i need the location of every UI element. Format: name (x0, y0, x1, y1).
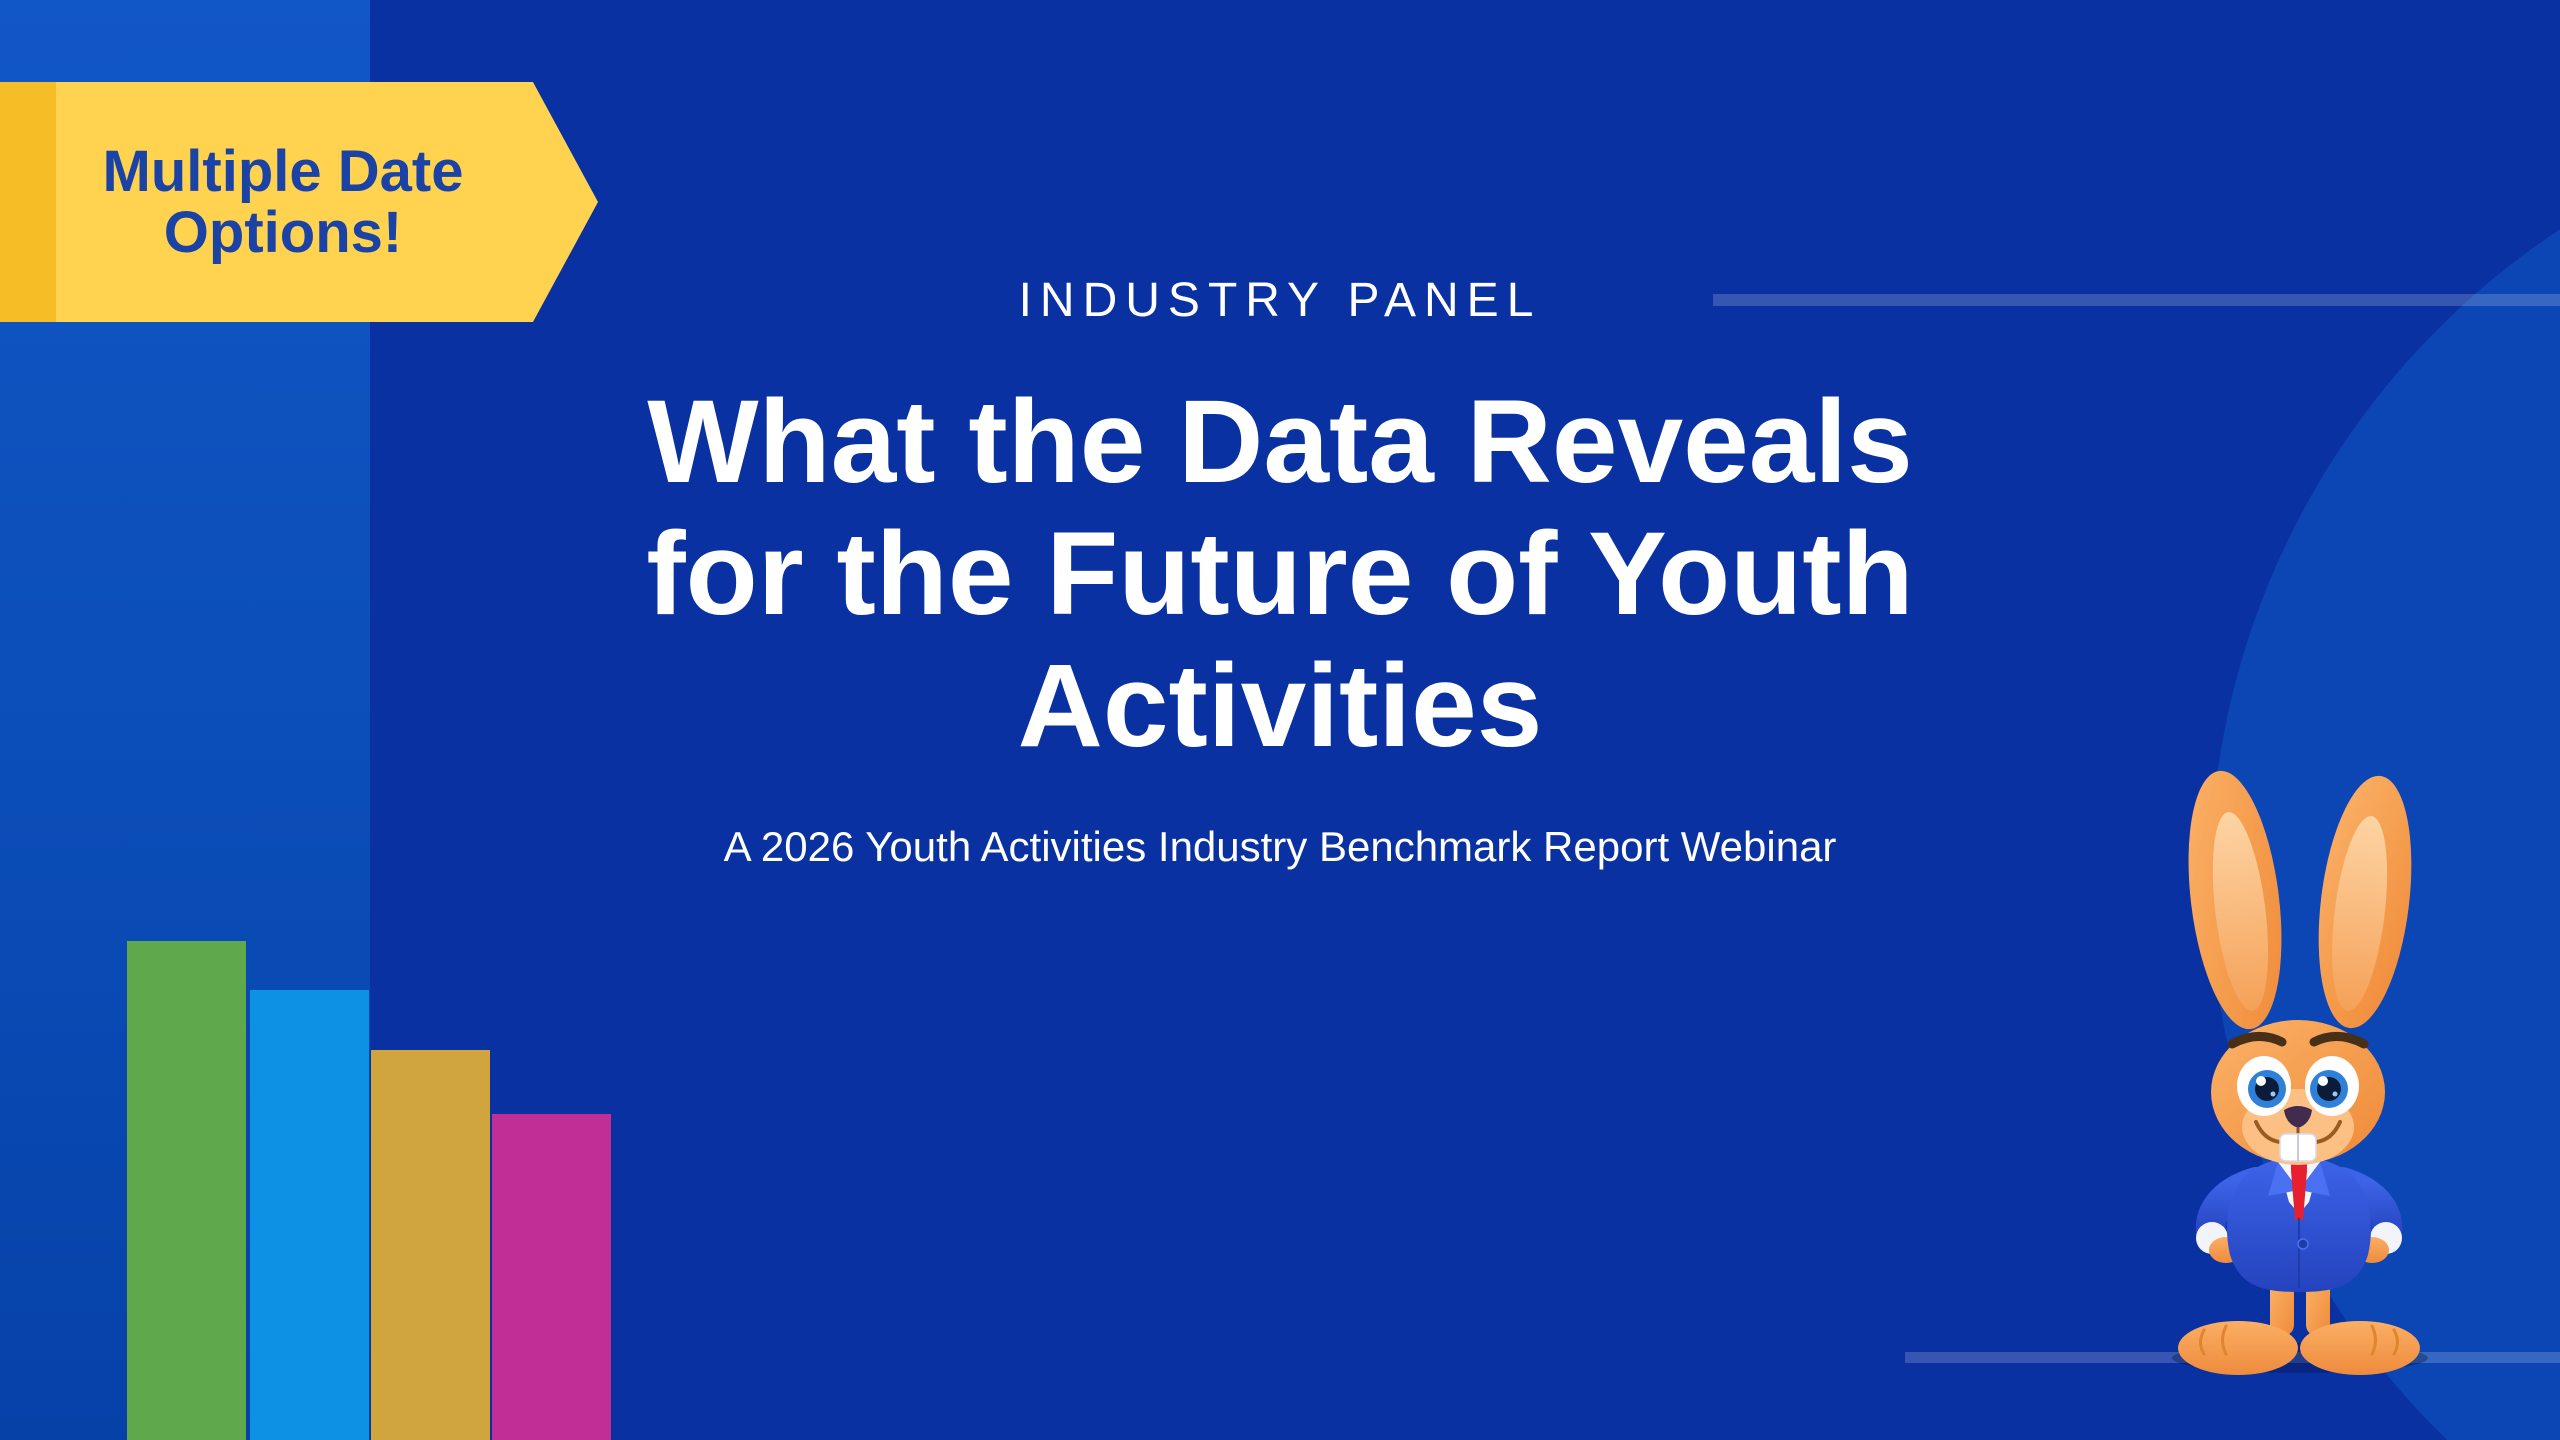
decorative-bar (371, 1050, 490, 1440)
right-eyebrow (2309, 1032, 2369, 1049)
title-line-1: What the Data Reveals (647, 376, 1913, 508)
hero-text-block: INDUSTRY PANEL What the Data Reveals for… (340, 0, 2220, 1440)
subtitle-text: A 2026 Youth Activities Industry Benchma… (723, 823, 1837, 870)
ribbon-gold-edge (0, 82, 56, 322)
rabbit-left-leg (2270, 1280, 2294, 1336)
decorative-bar-chart (0, 0, 700, 1440)
accent-line-top (1713, 294, 2560, 306)
rabbit-teeth (2279, 1133, 2317, 1162)
rabbit-nose (2284, 1106, 2312, 1128)
rabbit-suit (2226, 1158, 2372, 1292)
rabbit-right-leg (2306, 1280, 2330, 1336)
ribbon-label: Multiple Date Options! (102, 138, 464, 265)
eyebrow-text: INDUSTRY PANEL (1018, 274, 1542, 327)
rabbit-mascot (2172, 770, 2428, 1375)
rabbit-head (2211, 1020, 2385, 1165)
decorative-bar (127, 941, 246, 1440)
left-eyebrow (2227, 1032, 2287, 1049)
decorative-bar (250, 990, 369, 1440)
rabbit-feet (2178, 1321, 2420, 1375)
ribbon-arrow-body: Multiple Date Options! (56, 82, 598, 322)
date-options-ribbon: Multiple Date Options! (0, 82, 598, 322)
right-eye (2305, 1056, 2359, 1116)
suit-button (2297, 1238, 2309, 1250)
page-title: What the Data Reveals for the Future of … (340, 376, 2220, 772)
title-line-3: Activities (1017, 640, 1543, 772)
left-eye (2237, 1056, 2291, 1116)
title-line-2: for the Future of Youth (646, 508, 1914, 640)
decorative-bar (492, 1114, 611, 1440)
rabbit-left-ear (2188, 770, 2282, 1030)
rabbit-right-ear (2318, 775, 2412, 1029)
